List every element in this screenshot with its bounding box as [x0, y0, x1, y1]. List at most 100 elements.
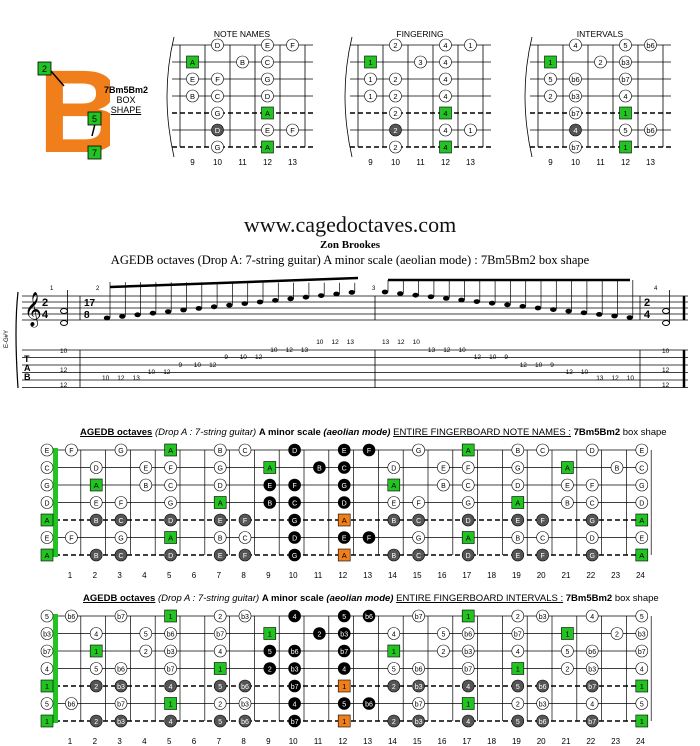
svg-text:G: G: [215, 143, 221, 152]
root-marker: [635, 714, 649, 728]
note-circle: [337, 461, 351, 474]
note-circle: [635, 478, 649, 492]
measure-number: 1: [50, 286, 54, 292]
fret-number: 9: [190, 158, 195, 167]
tab-number: 12: [255, 354, 263, 361]
note-circle: [387, 548, 401, 562]
fretboard-note: G: [168, 501, 173, 508]
fret-number: 3: [117, 571, 122, 578]
note-circle: [337, 609, 351, 623]
svg-text:2: 2: [393, 143, 397, 152]
fret-number: 23: [611, 571, 620, 578]
note-dot: [211, 106, 224, 120]
note-dot: [544, 72, 557, 86]
fret-number: 10: [289, 737, 298, 746]
fret-number: 5: [167, 571, 172, 578]
svg-text:b7: b7: [621, 75, 629, 84]
tab-number: 12: [662, 382, 670, 389]
tab-number: 12: [332, 339, 340, 346]
staff-note: [302, 294, 310, 300]
fretboard-interval: 4: [590, 614, 594, 621]
note-circle: [437, 461, 450, 474]
note-circle: [114, 531, 128, 544]
fretboard-note: G: [639, 483, 644, 490]
root-marker: [89, 644, 103, 658]
fretboard-note: E: [441, 466, 446, 473]
site-url[interactable]: www.cagedoctaves.com: [243, 212, 457, 237]
fretboard-note: A: [44, 551, 49, 560]
svg-text:C: C: [265, 58, 271, 67]
note-circle: [536, 531, 549, 544]
fretboard-note: A: [168, 446, 173, 455]
note-circle: [536, 679, 549, 693]
fretboard-note: B: [615, 466, 620, 473]
fret-number: 18: [487, 571, 496, 578]
staff-note: [443, 296, 450, 301]
fretboard-interval: 2: [268, 667, 272, 674]
note-circle: [114, 714, 128, 728]
fret-number: 13: [363, 737, 372, 746]
note-circle: [585, 697, 599, 710]
fret-number: 12: [263, 158, 272, 167]
staff-note: [241, 301, 248, 306]
svg-text:2: 2: [42, 64, 47, 74]
note-circle: [213, 461, 227, 474]
fretboard-note: A: [639, 516, 644, 525]
note-circle: [213, 679, 227, 693]
fretboard-interval: 1: [45, 682, 49, 691]
root-note-marker: [261, 140, 274, 154]
svg-text:D: D: [215, 126, 221, 135]
fret-number: 2: [93, 737, 98, 746]
note-circle: [164, 662, 177, 675]
note-circle: [511, 697, 525, 710]
root-note-marker: [544, 55, 557, 69]
fretboard-note: E: [515, 518, 520, 525]
fretboard-interval: b3: [539, 702, 547, 709]
fret-number: 3: [117, 737, 122, 746]
fretboard-note: A: [342, 551, 347, 560]
fretboard-interval: 1: [565, 630, 569, 639]
note-circle: [288, 644, 301, 658]
svg-text:2: 2: [393, 109, 397, 118]
staff-note: [287, 296, 294, 302]
note-circle: [387, 627, 401, 640]
note-circle: [536, 714, 549, 728]
fretboard-note: A: [342, 516, 347, 525]
svg-text:b7: b7: [571, 109, 579, 118]
fretboard-note: E: [45, 536, 50, 543]
svg-text:A: A: [265, 143, 270, 152]
fretboard-interval: 5: [640, 614, 644, 621]
measure-number: 3: [372, 286, 376, 292]
fret-number: 16: [438, 571, 447, 578]
note-circle: [313, 627, 326, 640]
svg-text:A: A: [265, 109, 270, 118]
fretboard-note: F: [540, 553, 544, 560]
staff-note: [119, 314, 126, 319]
root-marker: [40, 679, 54, 693]
tab-number: 10: [535, 362, 543, 369]
fret-number: 11: [314, 737, 323, 746]
fretboard-note: E: [45, 448, 50, 455]
treble-clef: 𝄞: [24, 292, 42, 328]
fretboard-note: D: [94, 466, 99, 473]
fretboard-note: D: [639, 501, 644, 508]
tab-number: 9: [550, 362, 554, 369]
fret-number: 10: [289, 571, 298, 578]
note-circle: [65, 609, 78, 623]
svg-text:C: C: [215, 92, 221, 101]
fretboard-note: E: [391, 501, 396, 508]
note-circle: [337, 662, 351, 675]
staff-note: [149, 310, 157, 316]
note-circle: [337, 478, 351, 492]
fretboard-interval: 4: [640, 667, 644, 674]
fret-number: 4: [142, 737, 147, 746]
note-circle: [412, 697, 425, 710]
note-circle: [536, 443, 549, 457]
fret-number: 13: [288, 158, 297, 167]
marker-7: [87, 145, 102, 160]
note-circle: [89, 627, 103, 640]
tab-number: 10: [148, 369, 156, 376]
fret-number: 9: [548, 158, 553, 167]
note-circle: [461, 644, 475, 658]
fretboard-interval: 1: [94, 647, 98, 656]
